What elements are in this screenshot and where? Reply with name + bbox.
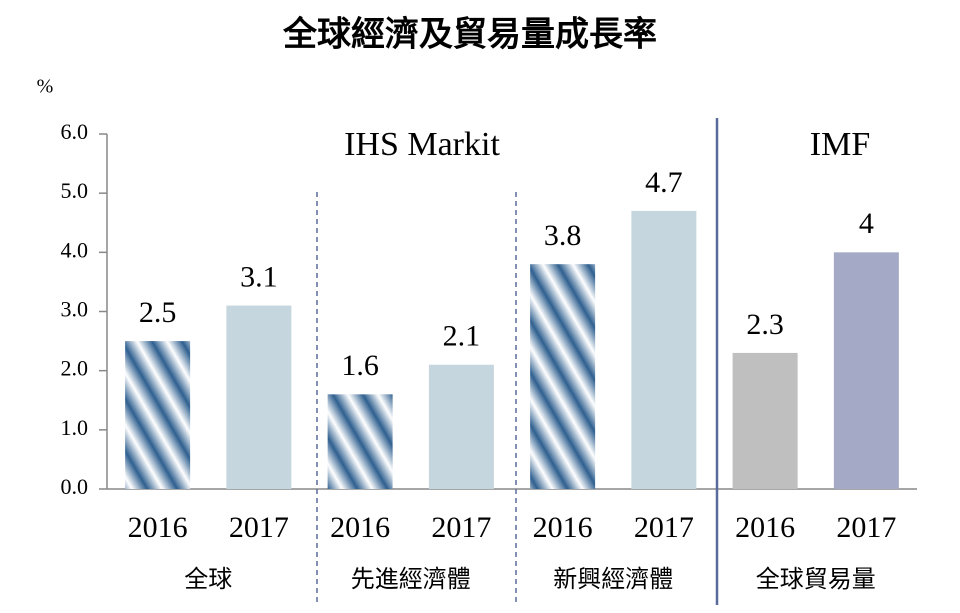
- y-tick-label: 5.0: [61, 178, 89, 203]
- x-tick-label: 2016: [735, 511, 795, 544]
- y-unit: %: [37, 76, 54, 98]
- y-tick-label: 0.0: [61, 474, 89, 499]
- group-label: 先進經濟體: [351, 565, 471, 593]
- x-tick-label: 2016: [330, 511, 390, 544]
- value-label: 2.1: [443, 320, 481, 353]
- x-tick-label: 2016: [533, 511, 593, 544]
- x-tick-label: 2017: [634, 511, 694, 544]
- value-label: 2.5: [139, 296, 177, 329]
- bar: [226, 305, 292, 489]
- bar: [732, 352, 798, 489]
- value-label: 1.6: [341, 349, 379, 382]
- bar: [530, 264, 596, 489]
- x-tick-label: 2017: [836, 511, 896, 544]
- y-tick-label: 4.0: [61, 237, 89, 262]
- value-label: 3.1: [240, 260, 278, 293]
- y-tick-label: 2.0: [61, 356, 89, 381]
- annotation: IMF: [810, 126, 870, 163]
- y-tick-label: 6.0: [61, 119, 89, 144]
- chart-title: 全球經濟及貿易量成長率: [282, 15, 657, 55]
- value-label: 4.7: [645, 166, 683, 199]
- value-label: 3.8: [544, 219, 582, 252]
- value-label: 2.3: [746, 308, 784, 341]
- value-label: 4: [859, 207, 874, 240]
- x-tick-label: 2016: [128, 511, 188, 544]
- group-label: 新興經濟體: [553, 565, 673, 593]
- bar: [125, 341, 191, 489]
- group-label: 全球: [184, 565, 232, 593]
- bar: [631, 210, 697, 489]
- y-tick-label: 1.0: [61, 415, 89, 440]
- bar: [327, 394, 393, 489]
- x-tick-label: 2017: [431, 511, 491, 544]
- y-tick-label: 3.0: [61, 297, 89, 322]
- annotation: IHS Markit: [344, 126, 500, 163]
- bar: [428, 364, 494, 489]
- bar: [833, 252, 899, 489]
- x-tick-label: 2017: [229, 511, 289, 544]
- group-label: 全球貿易量: [756, 565, 876, 593]
